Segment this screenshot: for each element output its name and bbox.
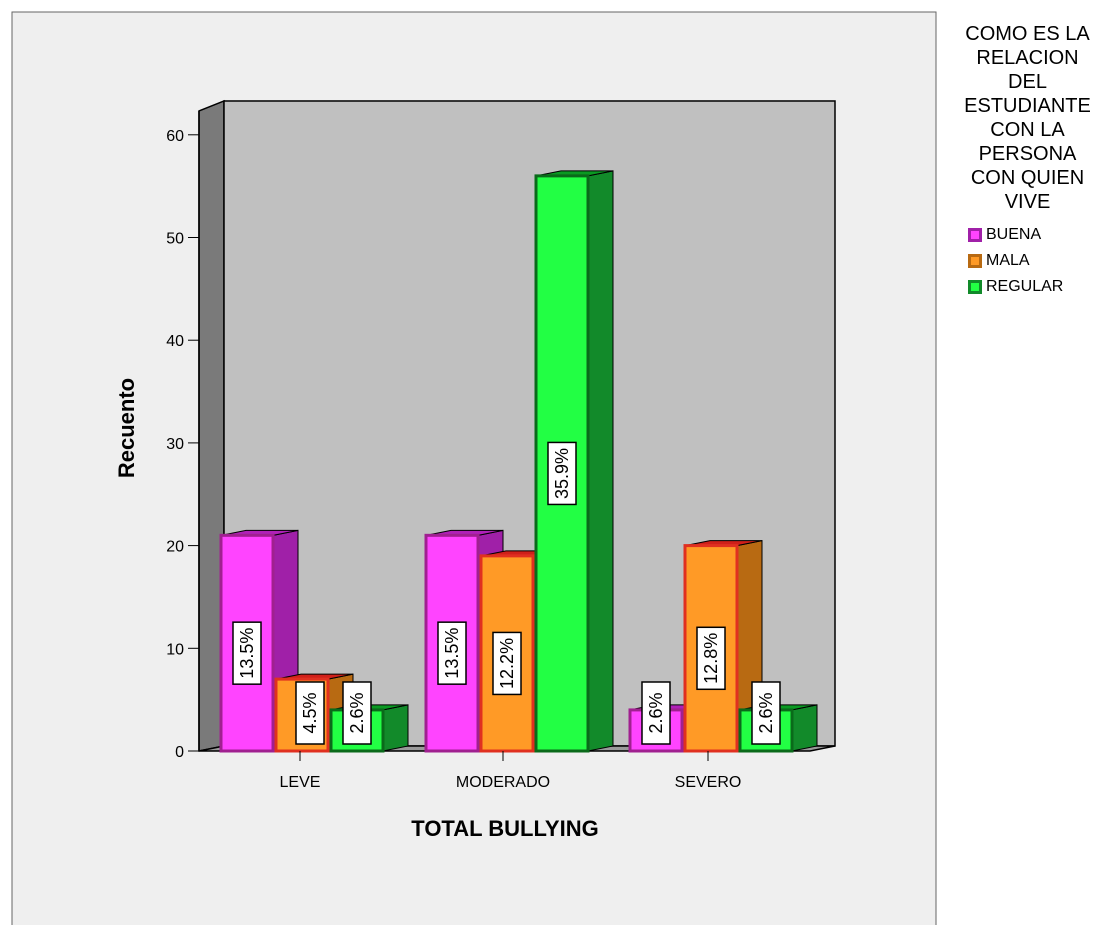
y-tick-label: 50 — [166, 231, 184, 248]
y-tick-label: 30 — [166, 436, 184, 453]
x-tick-label: SEVERO — [675, 774, 742, 791]
legend-item-regular: REGULAR — [968, 274, 1115, 300]
legend-label: REGULAR — [986, 278, 1064, 295]
bar-side-regular — [382, 704, 409, 752]
legend-swatch — [968, 228, 982, 242]
legend-title-line: CON LA — [990, 119, 1065, 141]
legend-swatch — [968, 254, 982, 268]
legend-swatch — [968, 280, 982, 294]
data-label-box — [437, 621, 467, 685]
legend-label: MALA — [986, 252, 1030, 269]
x-tick-label: MODERADO — [456, 774, 550, 791]
bar-side-regular — [587, 170, 614, 752]
x-axis-label: TOTAL BULLYING — [411, 816, 598, 841]
data-label-box — [342, 681, 372, 745]
legend-title-line: VIVE — [1004, 191, 1051, 213]
data-label-box — [641, 681, 671, 745]
data-label-box — [696, 626, 726, 691]
legend-label: BUENA — [986, 226, 1042, 243]
legend-title-line: RELACION — [976, 47, 1079, 69]
data-label: 35.9% — [552, 448, 572, 499]
legend: COMO ES LA RELACION DEL ESTUDIANTE CON LA PER… — [940, 22, 1115, 300]
data-label: 2.6% — [756, 692, 776, 733]
data-label: 2.6% — [646, 692, 666, 733]
y-tick-label: 20 — [166, 539, 184, 556]
legend-title-line: PERSONA — [978, 143, 1077, 165]
legend-title-line: COMO ES LA — [965, 23, 1090, 45]
legend-title-line: CON QUIEN — [970, 167, 1085, 189]
data-label-box — [295, 681, 325, 745]
data-label: 13.5% — [237, 628, 257, 679]
data-label: 2.6% — [347, 692, 367, 733]
legend-item-buena: BUENA — [968, 222, 1115, 248]
data-label: 13.5% — [442, 628, 462, 679]
y-axis-label: Recuento — [114, 378, 139, 478]
data-label: 12.2% — [497, 638, 517, 689]
legend-items: BUENA MALA REGULAR — [940, 222, 1115, 300]
y-tick-label: 10 — [166, 641, 184, 658]
y-tick-label: 60 — [166, 128, 184, 145]
y-tick-label: 0 — [175, 744, 184, 761]
legend-title-line: DEL — [1008, 71, 1047, 93]
data-label-box — [547, 441, 577, 506]
data-label-box — [232, 621, 262, 685]
data-label-box — [751, 681, 781, 745]
x-tick-label: LEVE — [280, 774, 321, 791]
data-label: 4.5% — [300, 692, 320, 733]
y-tick-label: 40 — [166, 333, 184, 350]
legend-title-line: ESTUDIANTE — [964, 95, 1091, 117]
data-label: 12.8% — [701, 633, 721, 684]
legend-title: COMO ES LA RELACION DEL ESTUDIANTE CON LA PER… — [940, 22, 1115, 214]
bar-side-regular — [791, 704, 818, 752]
legend-item-mala: MALA — [968, 248, 1115, 274]
data-label-box — [492, 631, 522, 696]
